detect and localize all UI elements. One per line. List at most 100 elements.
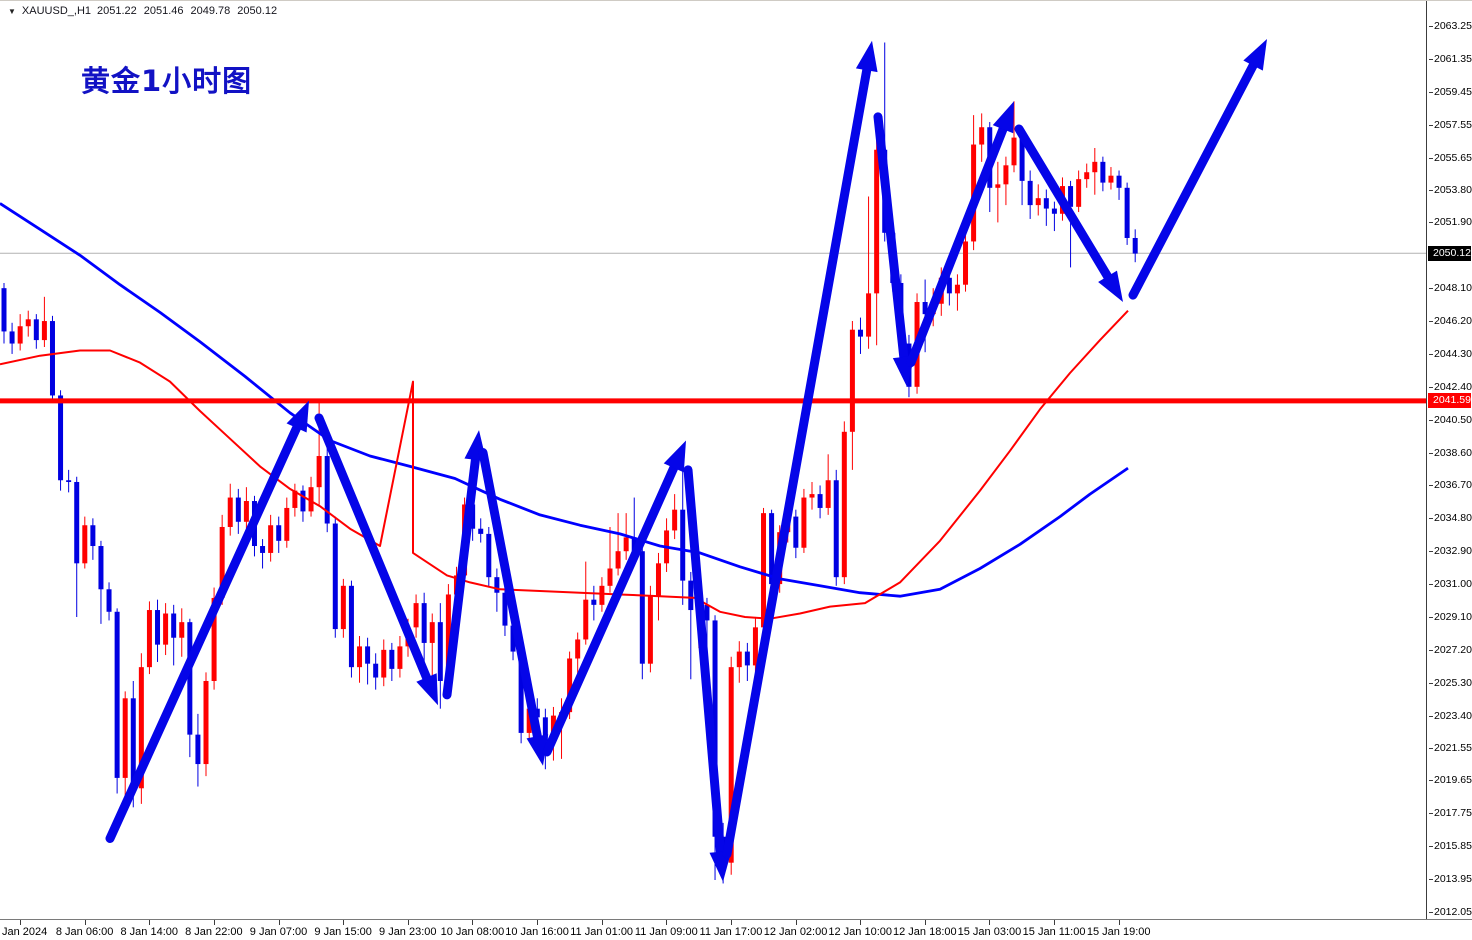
candle-bull	[268, 525, 274, 553]
price-tick-label: 2042.40	[1434, 380, 1472, 393]
candle-bull	[429, 622, 435, 643]
candle-bull	[866, 293, 872, 337]
trend-arrow-head[interactable]	[855, 40, 878, 73]
candle-bear	[130, 698, 136, 789]
candle-bear	[688, 580, 694, 611]
time-tick-label: 9 Jan 15:00	[314, 926, 372, 938]
candle-bull	[809, 494, 815, 498]
candle-bear	[946, 277, 952, 294]
trend-arrow-shaft[interactable]	[478, 448, 545, 755]
trend-arrow-head[interactable]	[416, 673, 438, 706]
candle-bear	[332, 523, 338, 630]
candle-bear	[187, 622, 193, 735]
candle-bear	[494, 577, 500, 593]
trend-arrow-shaft[interactable]	[314, 413, 437, 695]
chart-plot-area[interactable]: ▼ XAUUSD_,H1 2051.22 2051.46 2049.78 205…	[0, 1, 1426, 919]
price-axis-tick	[1429, 26, 1433, 27]
price-axis-tick	[1429, 518, 1433, 520]
symbol-info[interactable]: ▼ XAUUSD_,H1 2051.22 2051.46 2049.78 205…	[8, 5, 277, 17]
price-axis-tick	[1429, 715, 1433, 717]
trend-arrow-head[interactable]	[526, 734, 549, 766]
price-chart-canvas[interactable]	[0, 1, 1426, 919]
time-axis-tick	[213, 920, 215, 925]
time-axis-tick	[472, 920, 474, 925]
candle-bull	[219, 526, 225, 598]
trend-arrow-head[interactable]	[663, 440, 686, 473]
candle-bull	[963, 241, 969, 285]
price-tick-label: 2055.65	[1434, 151, 1472, 164]
trend-arrow-head[interactable]	[709, 850, 732, 882]
time-axis-tick	[795, 920, 797, 925]
candle-bull	[17, 326, 23, 344]
candle-bear	[817, 494, 823, 508]
price-axis-tick	[1429, 91, 1433, 93]
time-tick-label: 9 Jan 23:00	[379, 926, 437, 938]
candle-bull	[146, 610, 152, 668]
time-axis-tick	[1054, 920, 1056, 925]
time-axis-tick	[407, 920, 409, 925]
price-tick-label: 2059.45	[1434, 85, 1472, 98]
time-tick-label: 15 Jan 11:00	[1022, 926, 1086, 938]
price-axis-tick	[1429, 879, 1433, 881]
candle-bear	[324, 456, 330, 524]
trend-arrow-shaft[interactable]	[906, 112, 1013, 368]
trend-arrow-head[interactable]	[1243, 38, 1267, 71]
trend-arrow-head[interactable]	[1098, 270, 1123, 303]
trend-arrow-shaft[interactable]	[722, 52, 874, 859]
symbol-dropdown-icon[interactable]: ▼	[8, 6, 16, 16]
candle-bull	[874, 149, 880, 294]
candle-bear	[502, 592, 508, 626]
candle-bull	[849, 329, 855, 432]
price-tick-label: 2057.55	[1434, 118, 1472, 131]
candle-bull	[211, 597, 217, 681]
time-tick-label: 9 Jan 07:00	[249, 926, 308, 938]
slow-ma-blue-line	[0, 202, 1129, 598]
price-tick-label: 2032.90	[1434, 545, 1472, 558]
candle-bear	[49, 321, 55, 396]
time-axis-tick	[343, 920, 345, 925]
trend-arrow-shaft[interactable]	[1014, 124, 1120, 293]
hline-price-badge: 2041.59	[1428, 393, 1471, 409]
candle-bear	[704, 604, 710, 621]
candle-bull	[752, 627, 758, 666]
candle-bear	[260, 546, 266, 553]
trend-arrow-head[interactable]	[286, 400, 309, 433]
price-tick-label: 2023.40	[1434, 709, 1472, 722]
candle-bear	[106, 589, 112, 612]
candle-bear	[680, 509, 686, 581]
candle-bear	[437, 622, 443, 681]
time-tick-label: 12 Jan 02:00	[763, 926, 828, 938]
price-axis-tick	[1429, 288, 1433, 290]
trend-arrow-shaft[interactable]	[442, 441, 482, 700]
trend-arrow-shaft[interactable]	[105, 411, 307, 843]
candle-bull	[655, 563, 661, 597]
price-axis-tick	[1429, 912, 1433, 914]
candle-bull	[284, 507, 290, 541]
price-axis-tick	[1429, 419, 1433, 421]
time-axis-tick	[278, 920, 280, 925]
time-tick-label: 11 Jan 09:00	[634, 926, 698, 938]
price-tick-label: 2015.85	[1434, 840, 1472, 853]
current-price-badge: 2050.12	[1428, 245, 1471, 261]
candle-bear	[833, 480, 839, 578]
trend-arrow-shaft[interactable]	[683, 465, 727, 870]
candle-bull	[1011, 137, 1017, 166]
trend-arrow-head[interactable]	[992, 101, 1014, 134]
time-tick-label: 15 Jan 03:00	[957, 926, 1022, 938]
time-axis-tick	[601, 920, 603, 925]
candle-bear	[1051, 208, 1057, 214]
candle-bear	[114, 611, 120, 778]
candle-bull	[122, 698, 128, 778]
trend-arrow-shaft[interactable]	[1128, 49, 1264, 300]
candle-bear	[510, 625, 516, 652]
trend-arrow-shaft[interactable]	[873, 112, 910, 375]
trend-arrow-shaft[interactable]	[542, 451, 684, 757]
candle-bull	[308, 487, 314, 512]
candle-bear	[486, 533, 492, 578]
price-axis[interactable]: 2050.12 2041.59 2063.25 2061.35 2059.45 205…	[1426, 1, 1472, 919]
candle-bull	[163, 613, 169, 645]
time-axis-tick	[860, 920, 862, 925]
time-axis[interactable]: 5 Jan 2024 8 Jan 06:00 8 Jan 14:00 8 Jan 22…	[0, 919, 1472, 940]
candle-bear	[744, 651, 750, 666]
